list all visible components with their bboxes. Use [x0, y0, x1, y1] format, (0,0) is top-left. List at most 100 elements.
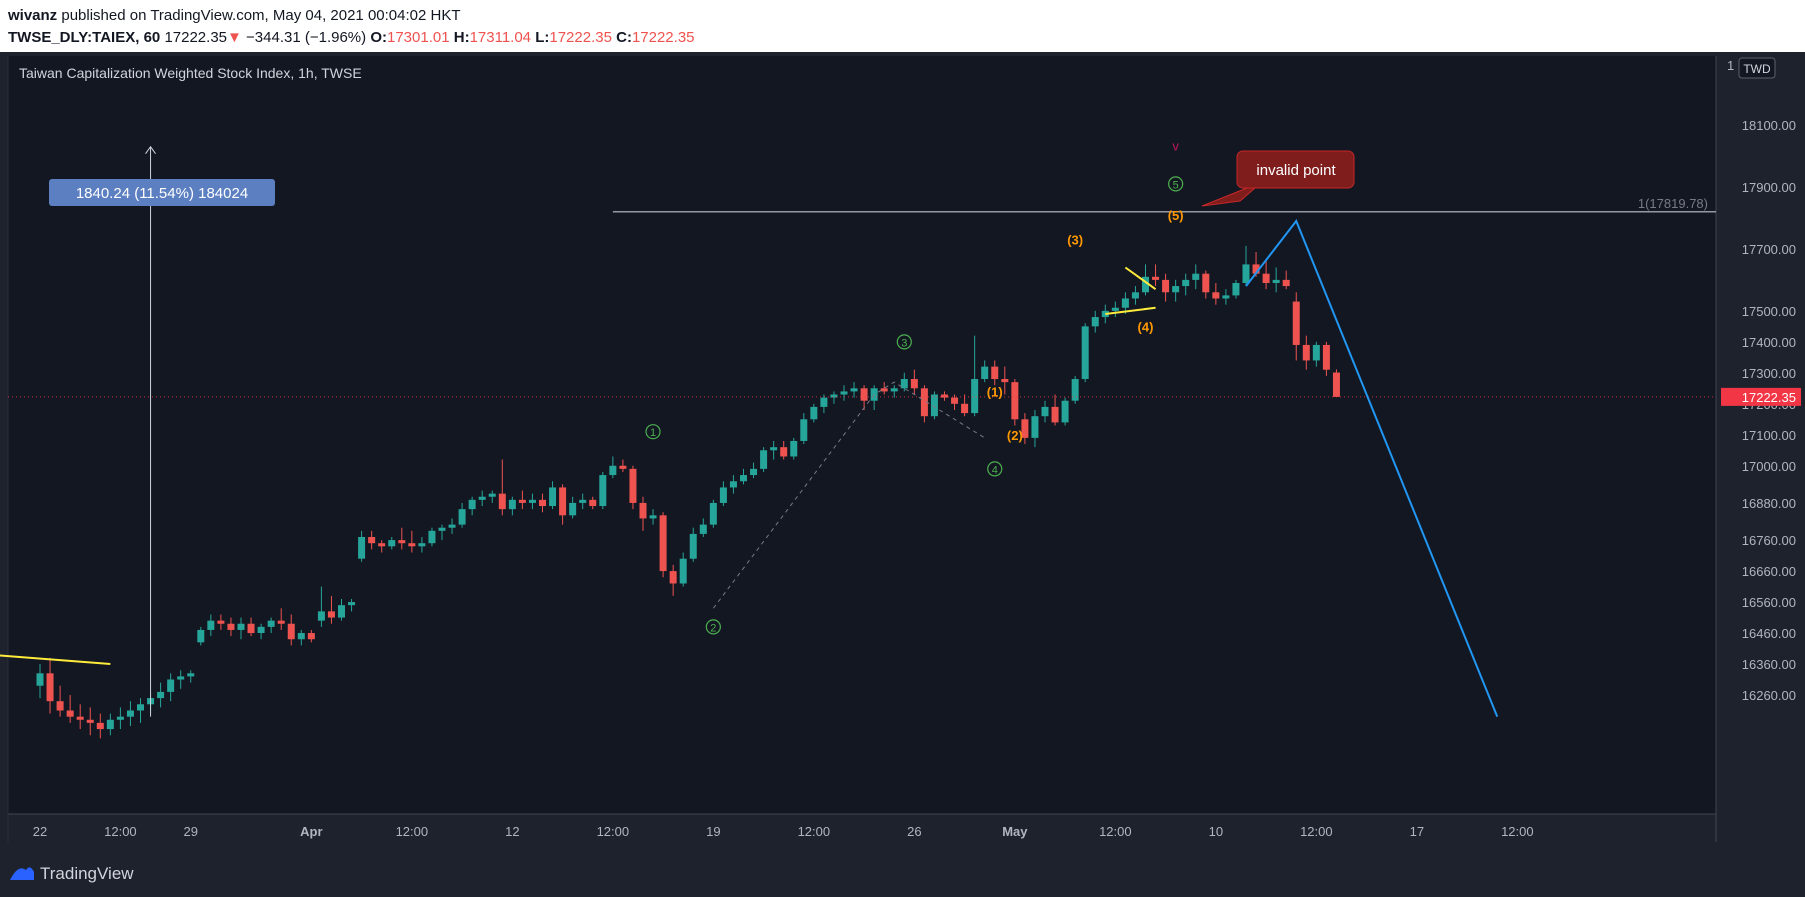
- candle[interactable]: [187, 670, 195, 683]
- candle[interactable]: [1021, 413, 1029, 445]
- triangle-line[interactable]: [1124, 266, 1157, 290]
- candle[interactable]: [348, 598, 356, 612]
- candle[interactable]: [1292, 292, 1300, 361]
- candle[interactable]: [96, 713, 104, 739]
- triangle-line[interactable]: [1105, 306, 1156, 315]
- candle[interactable]: [227, 617, 235, 637]
- wave-marker-label[interactable]: (1): [987, 384, 1003, 399]
- candle[interactable]: [750, 462, 758, 479]
- candle[interactable]: [1192, 264, 1200, 290]
- candle[interactable]: [338, 598, 345, 621]
- candle[interactable]: [167, 673, 175, 702]
- candle[interactable]: [508, 496, 516, 516]
- trend-line[interactable]: [0, 654, 111, 666]
- candle[interactable]: [1332, 369, 1340, 397]
- candle[interactable]: [1172, 279, 1180, 302]
- wave-marker-label[interactable]: (3): [1067, 233, 1083, 248]
- candle[interactable]: [1051, 394, 1059, 426]
- measure-label-box[interactable]: [49, 179, 275, 206]
- candle[interactable]: [599, 471, 607, 510]
- candle[interactable]: [137, 698, 144, 723]
- candle[interactable]: [770, 440, 778, 460]
- candle[interactable]: [1001, 366, 1009, 395]
- candle[interactable]: [76, 704, 84, 730]
- projection-path[interactable]: [1245, 219, 1499, 718]
- candle[interactable]: [559, 484, 567, 525]
- candle[interactable]: [1121, 292, 1129, 314]
- price-chart[interactable]: 1(17819.78)1840.24 (11.54%) 18402412345(…: [0, 52, 1805, 850]
- candle[interactable]: [126, 701, 134, 726]
- wave-marker-label[interactable]: (2): [1007, 428, 1023, 443]
- candle[interactable]: [448, 518, 456, 534]
- candle[interactable]: [56, 685, 64, 717]
- candle[interactable]: [177, 670, 185, 689]
- candle[interactable]: [709, 499, 717, 528]
- candle[interactable]: [36, 664, 44, 699]
- candle[interactable]: [157, 682, 165, 708]
- wave-dashed-path[interactable]: [712, 381, 985, 609]
- wave-marker-circle[interactable]: [1168, 176, 1184, 192]
- candle[interactable]: [579, 493, 587, 510]
- candle[interactable]: [639, 496, 647, 531]
- candle[interactable]: [197, 626, 205, 646]
- candle[interactable]: [1142, 264, 1149, 296]
- candle[interactable]: [910, 369, 918, 395]
- candle[interactable]: [729, 475, 737, 494]
- candle[interactable]: [850, 382, 858, 398]
- candle[interactable]: [327, 595, 335, 624]
- candle[interactable]: [498, 459, 506, 516]
- candle[interactable]: [458, 502, 466, 528]
- candle[interactable]: [116, 707, 124, 730]
- candle[interactable]: [649, 509, 657, 525]
- candle[interactable]: [961, 394, 969, 417]
- candle[interactable]: [699, 518, 707, 538]
- candle[interactable]: [106, 713, 114, 736]
- candle[interactable]: [66, 695, 74, 723]
- candle[interactable]: [679, 552, 687, 587]
- candle[interactable]: [368, 530, 376, 550]
- candle[interactable]: [971, 335, 979, 417]
- candle[interactable]: [1152, 264, 1160, 287]
- candle[interactable]: [1272, 267, 1280, 293]
- candle[interactable]: [930, 391, 938, 420]
- candle[interactable]: [277, 608, 285, 630]
- candle[interactable]: [1222, 289, 1230, 305]
- candle[interactable]: [820, 394, 828, 414]
- candle[interactable]: [1302, 335, 1310, 370]
- candle[interactable]: [1282, 270, 1290, 290]
- current-price-badge[interactable]: [1721, 387, 1801, 406]
- candle[interactable]: [659, 512, 667, 578]
- candle[interactable]: [287, 614, 295, 646]
- candle[interactable]: [1011, 379, 1019, 426]
- candle[interactable]: [428, 527, 436, 547]
- top-wave-marker[interactable]: v: [1172, 139, 1179, 154]
- candle[interactable]: [1242, 245, 1250, 287]
- time-axis[interactable]: 22 12:00 29 Apr 12:00 12 12:00 19 12:00 26 May 12:0…: [33, 824, 1534, 839]
- candle[interactable]: [890, 385, 898, 398]
- candle[interactable]: [1322, 341, 1330, 376]
- candle[interactable]: [609, 456, 617, 479]
- candle[interactable]: [1182, 273, 1190, 296]
- candle[interactable]: [528, 493, 536, 510]
- candle[interactable]: [900, 372, 908, 392]
- candle[interactable]: [518, 490, 526, 510]
- candle[interactable]: [46, 657, 54, 714]
- candle[interactable]: [1091, 310, 1099, 333]
- candle[interactable]: [790, 437, 798, 460]
- tradingview-logo-icon[interactable]: [8, 860, 36, 886]
- candle[interactable]: [1061, 397, 1069, 426]
- candle[interactable]: [297, 629, 305, 646]
- candle[interactable]: [267, 617, 275, 634]
- candle[interactable]: [1081, 323, 1089, 383]
- candle[interactable]: [317, 586, 325, 627]
- candle[interactable]: [800, 413, 808, 445]
- candle[interactable]: [539, 493, 546, 513]
- candle[interactable]: [418, 537, 426, 553]
- wave-marker-circle[interactable]: [987, 461, 1003, 477]
- candle[interactable]: [760, 447, 768, 472]
- author-name[interactable]: wivanz: [8, 7, 58, 24]
- candle[interactable]: [257, 623, 265, 640]
- candle[interactable]: [1131, 286, 1139, 305]
- candle[interactable]: [468, 496, 476, 516]
- candle[interactable]: [981, 360, 989, 383]
